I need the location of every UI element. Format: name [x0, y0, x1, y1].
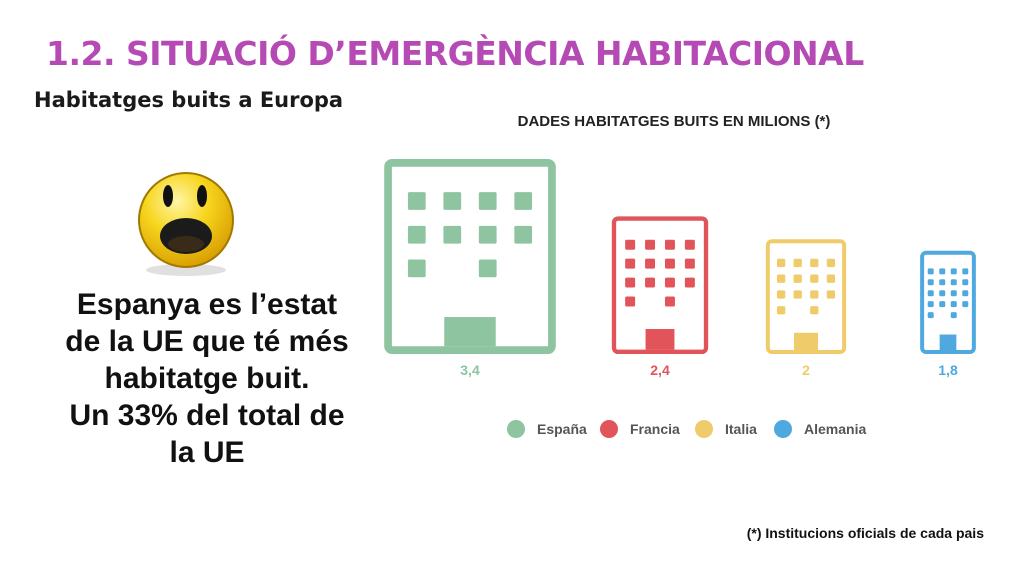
building-window [810, 258, 819, 268]
legend-marker [774, 420, 792, 438]
building-window [645, 258, 656, 269]
building-window [776, 290, 786, 299]
legend-label: Alemania [804, 421, 866, 437]
building-window [776, 306, 786, 315]
building-window [625, 296, 636, 307]
building-window [407, 259, 426, 278]
shocked-face-icon [138, 172, 234, 276]
building-chart: 3,4 2,4 2 1,8 España Francia Italia Alemania [384, 159, 976, 438]
legend-marker [600, 420, 618, 438]
building-window [793, 290, 802, 299]
legend-label: Francia [630, 421, 680, 437]
statement-text: Espanya es l’estat de la UE que té més h… [40, 286, 374, 471]
statement-line: Un 33% del total de [69, 399, 345, 432]
building-window [950, 312, 957, 319]
building-window [407, 192, 426, 210]
data-label: 1,8 [938, 362, 958, 378]
building-window [443, 225, 462, 244]
building-window [645, 239, 656, 250]
building-window [478, 192, 497, 210]
building-window [939, 301, 946, 308]
building-window [826, 290, 836, 299]
building-door [939, 334, 957, 350]
building-window [927, 301, 934, 308]
data-label: 2,4 [650, 362, 670, 378]
building-window [927, 312, 934, 319]
building-window [939, 290, 946, 297]
legend-label: Italia [725, 421, 757, 437]
building-door [645, 329, 675, 350]
building-window [962, 290, 969, 297]
building-bar [765, 239, 847, 354]
building-window [810, 306, 819, 315]
building-window [939, 268, 946, 275]
building-door [444, 317, 496, 347]
building-window [810, 274, 819, 283]
building-window [684, 258, 695, 269]
building-window [950, 279, 957, 286]
building-window [793, 274, 802, 283]
building-window [810, 290, 819, 299]
building-window [443, 192, 462, 210]
building-window [407, 225, 426, 244]
building-window [776, 274, 786, 283]
legend-label: España [537, 421, 587, 437]
building-window [625, 239, 636, 250]
building-window [684, 239, 695, 250]
statement-line: de la UE que té més [65, 325, 349, 358]
legend-marker [695, 420, 713, 438]
building-window [664, 258, 675, 269]
building-window [664, 239, 675, 250]
building-window [939, 279, 946, 286]
building-window [776, 258, 786, 268]
building-window [514, 192, 533, 210]
legend-marker [507, 420, 525, 438]
building-window [684, 277, 695, 288]
building-bar [611, 216, 709, 354]
building-window [826, 274, 836, 283]
building-window [625, 277, 636, 288]
footnote: (*) Institucions oficials de cada pais [746, 525, 984, 541]
statement-line: Espanya es l’estat [76, 288, 338, 321]
building-window [514, 225, 533, 244]
building-window [962, 268, 969, 275]
building-window [793, 258, 802, 268]
building-bar [384, 159, 556, 354]
building-window [625, 258, 636, 269]
building-window [927, 290, 934, 297]
building-window [826, 258, 836, 268]
building-window [950, 290, 957, 297]
chart-title: DADES HABITATGES BUITS EN MILIONS (*) [517, 113, 831, 130]
statement-line: la UE [169, 436, 245, 469]
building-window [664, 277, 675, 288]
building-window [962, 279, 969, 286]
building-window [962, 301, 969, 308]
building-window [950, 301, 957, 308]
building-bar [920, 250, 976, 354]
data-label: 2 [802, 362, 810, 378]
building-window [927, 268, 934, 275]
building-window [664, 296, 675, 307]
building-window [478, 225, 497, 244]
building-window [478, 259, 497, 278]
page-subtitle: Habitatges buits a Europa [34, 88, 344, 112]
statement-line: habitatge buit. [104, 362, 310, 395]
page-title: 1.2. SITUACIÓ D’EMERGÈNCIA HABITACIONAL [46, 34, 864, 73]
building-window [645, 277, 656, 288]
data-label: 3,4 [460, 362, 480, 378]
building-window [927, 279, 934, 286]
building-door [793, 332, 819, 350]
building-window [950, 268, 957, 275]
